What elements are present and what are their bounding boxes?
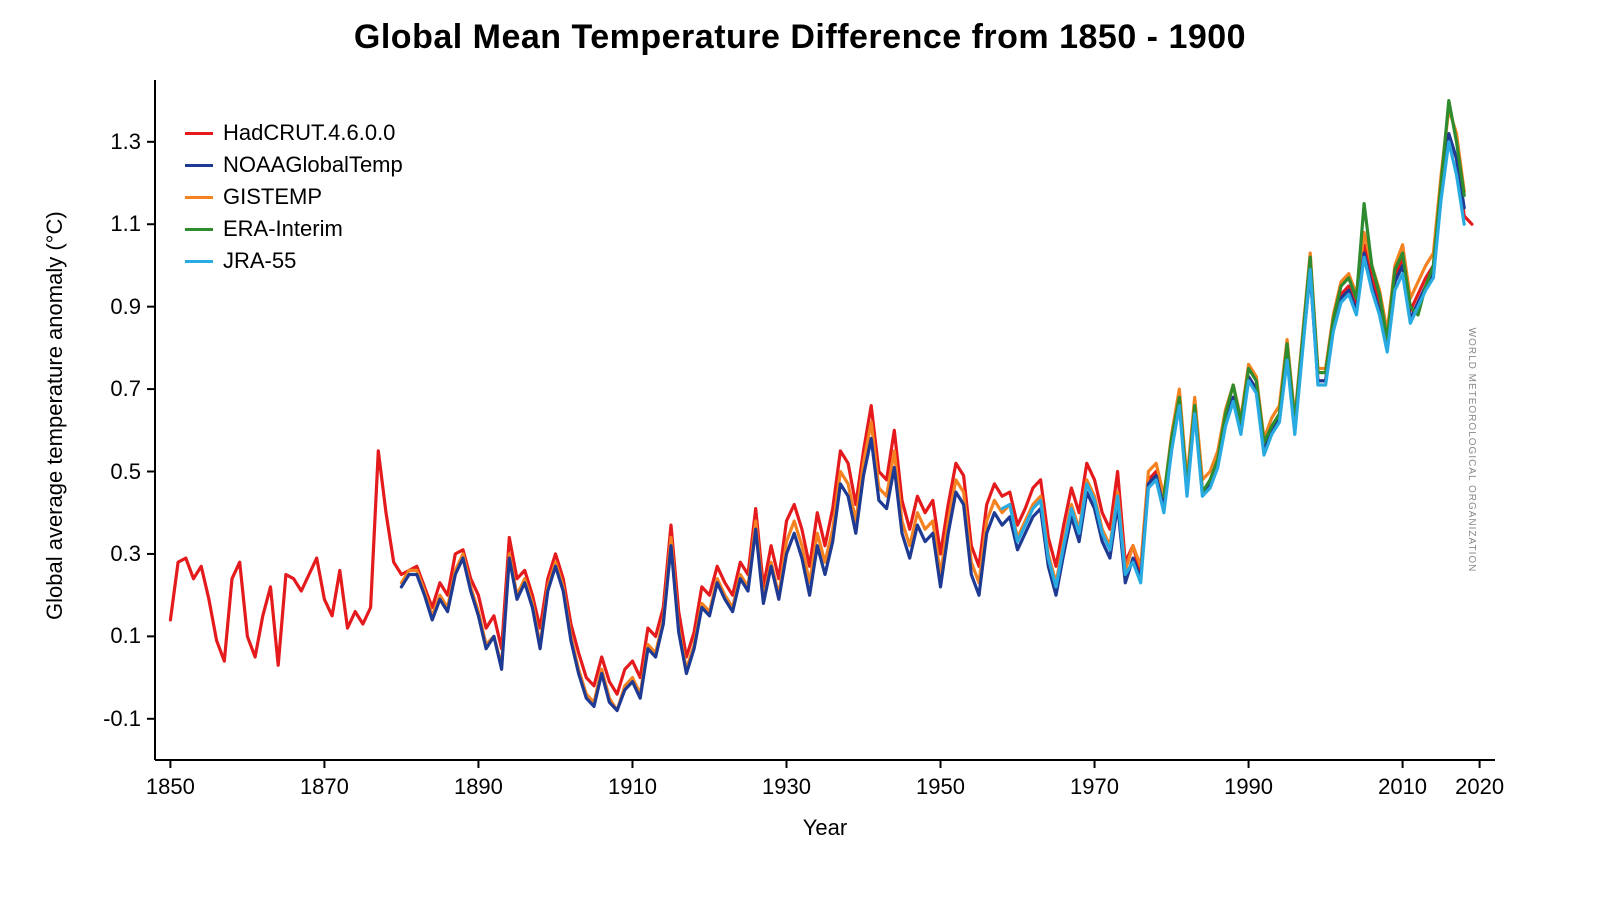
legend-label: HadCRUT.4.6.0.0 xyxy=(223,120,395,146)
legend-item: NOAAGlobalTemp xyxy=(185,152,403,178)
series-NOAAGlobalTemp xyxy=(401,134,1464,711)
x-tick-label: 2020 xyxy=(1455,774,1504,800)
legend-label: GISTEMP xyxy=(223,184,322,210)
y-tick-label: 0.1 xyxy=(110,623,141,649)
y-tick-label: 0.3 xyxy=(110,541,141,567)
x-tick-label: 1910 xyxy=(608,774,657,800)
x-tick-label: 1950 xyxy=(916,774,965,800)
x-tick-label: 1850 xyxy=(146,774,195,800)
legend: HadCRUT.4.6.0.0 NOAAGlobalTemp GISTEMP ERA-… xyxy=(185,120,403,280)
y-tick-label: 0.7 xyxy=(110,376,141,402)
legend-item: JRA-55 xyxy=(185,248,403,274)
y-tick-label: 0.9 xyxy=(110,294,141,320)
legend-swatch xyxy=(185,228,213,231)
x-tick-label: 1990 xyxy=(1224,774,1273,800)
y-tick-label: 1.1 xyxy=(110,211,141,237)
x-tick-label: 1930 xyxy=(762,774,811,800)
legend-swatch xyxy=(185,164,213,167)
x-tick-label: 1970 xyxy=(1070,774,1119,800)
legend-label: NOAAGlobalTemp xyxy=(223,152,403,178)
legend-item: ERA-Interim xyxy=(185,216,403,242)
y-tick-label: -0.1 xyxy=(103,706,141,732)
series-GISTEMP xyxy=(401,109,1464,711)
legend-item: GISTEMP xyxy=(185,184,403,210)
x-tick-label: 1870 xyxy=(300,774,349,800)
legend-label: ERA-Interim xyxy=(223,216,343,242)
legend-item: HadCRUT.4.6.0.0 xyxy=(185,120,403,146)
y-tick-label: 0.5 xyxy=(110,459,141,485)
source-credit: WORLD METEOROLOGICAL ORGANIZATION xyxy=(1466,328,1477,573)
y-tick-label: 1.3 xyxy=(110,129,141,155)
chart-container: Global Mean Temperature Difference from … xyxy=(0,0,1600,900)
legend-swatch xyxy=(185,260,213,263)
legend-label: JRA-55 xyxy=(223,248,296,274)
x-tick-label: 1890 xyxy=(454,774,503,800)
x-tick-label: 2010 xyxy=(1378,774,1427,800)
legend-swatch xyxy=(185,132,213,135)
legend-swatch xyxy=(185,196,213,199)
